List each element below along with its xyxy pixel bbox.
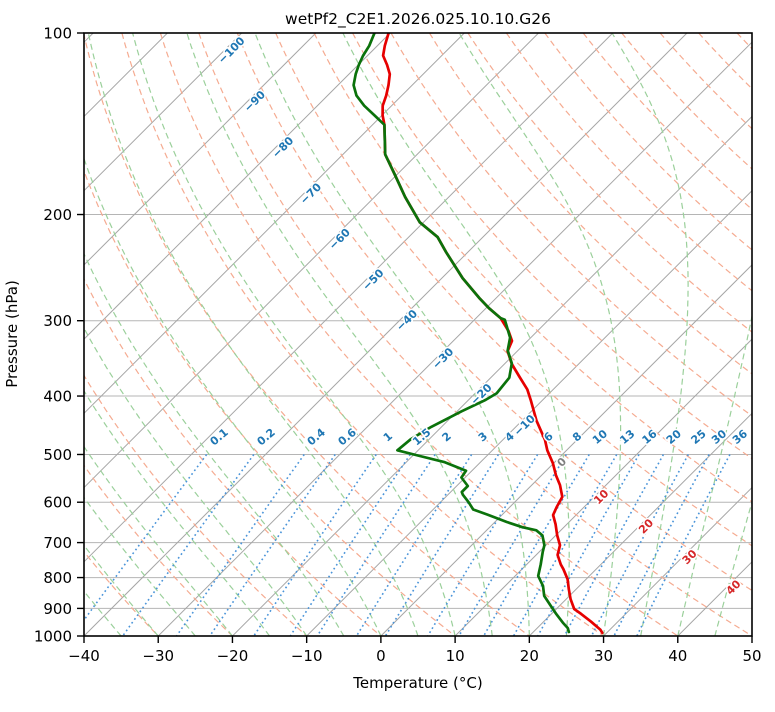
x-tick-label: 20 — [520, 647, 539, 665]
y-tick-label: 1000 — [34, 628, 72, 646]
y-tick-label: 800 — [43, 569, 72, 587]
x-tick-label: −40 — [68, 647, 100, 665]
y-tick-label: 700 — [43, 534, 72, 552]
x-tick-label: −30 — [142, 647, 174, 665]
y-tick-label: 400 — [43, 388, 72, 406]
y-tick-label: 500 — [43, 446, 72, 464]
chart-title: wetPf2_C2E1.2026.025.10.10.G26 — [285, 10, 551, 29]
y-axis-label: Pressure (hPa) — [3, 280, 21, 388]
y-tick-label: 900 — [43, 600, 72, 618]
x-tick-label: −20 — [217, 647, 249, 665]
x-tick-label: 40 — [668, 647, 687, 665]
y-tick-label: 100 — [43, 25, 72, 43]
x-tick-label: 30 — [594, 647, 613, 665]
x-axis-label: Temperature (°C) — [352, 674, 482, 692]
y-tick-label: 200 — [43, 206, 72, 224]
y-tick-label: 600 — [43, 494, 72, 512]
x-tick-label: 50 — [742, 647, 761, 665]
y-tick-label: 300 — [43, 312, 72, 330]
x-tick-label: 0 — [376, 647, 386, 665]
x-tick-label: −10 — [291, 647, 323, 665]
x-tick-label: 10 — [446, 647, 465, 665]
